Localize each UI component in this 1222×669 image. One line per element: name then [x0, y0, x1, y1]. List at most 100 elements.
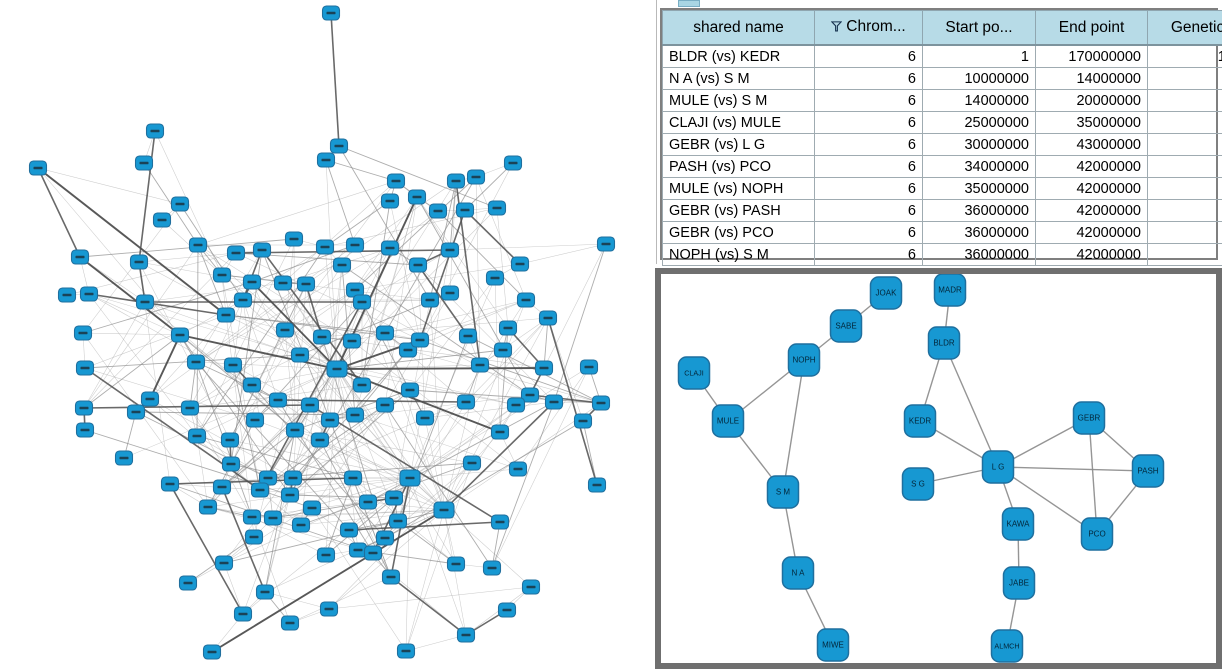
network-node-pash[interactable]: PASH — [1131, 454, 1165, 488]
column-header-end-point[interactable]: End point — [1035, 10, 1148, 46]
network-node[interactable] — [226, 245, 246, 261]
network-node[interactable] — [490, 424, 510, 440]
network-node-sabe[interactable]: SABE — [829, 309, 863, 343]
network-node[interactable] — [114, 450, 134, 466]
network-node[interactable] — [386, 173, 406, 189]
network-node[interactable] — [320, 412, 340, 428]
table-row[interactable]: BLDR (vs) KEDR61170000000192.0 — [662, 44, 1222, 68]
network-node-mule[interactable]: MULE — [711, 404, 745, 438]
network-node[interactable] — [57, 287, 77, 303]
network-node[interactable] — [400, 382, 420, 398]
network-node[interactable] — [339, 522, 359, 538]
network-node[interactable] — [510, 256, 530, 272]
network-node[interactable] — [275, 322, 295, 338]
network-node[interactable] — [316, 152, 336, 168]
network-node[interactable] — [456, 394, 476, 410]
network-node[interactable] — [242, 377, 262, 393]
network-node[interactable] — [470, 357, 490, 373]
network-node[interactable] — [587, 477, 607, 493]
network-node[interactable] — [520, 387, 540, 403]
large-network-canvas[interactable] — [0, 0, 655, 669]
network-node[interactable] — [332, 257, 352, 273]
table-row[interactable]: MULE (vs) S M614000000200000007.5 — [662, 89, 1222, 112]
network-node[interactable] — [396, 643, 416, 659]
network-node[interactable] — [446, 556, 466, 572]
column-header-shared-name[interactable]: shared name — [662, 10, 815, 46]
network-node[interactable] — [498, 320, 518, 336]
network-node[interactable] — [375, 325, 395, 341]
network-node[interactable] — [180, 400, 200, 416]
network-node[interactable] — [233, 606, 253, 622]
network-node[interactable] — [242, 509, 262, 525]
network-node[interactable] — [490, 514, 510, 530]
network-node[interactable] — [462, 455, 482, 471]
network-node-miwe[interactable]: MIWE — [816, 628, 850, 662]
network-node[interactable] — [312, 329, 332, 345]
network-node[interactable] — [487, 200, 507, 216]
table-row[interactable]: CLAJI (vs) MULE625000000350000005.9 — [662, 111, 1222, 134]
network-node[interactable] — [399, 469, 421, 487]
network-node[interactable] — [388, 513, 408, 529]
network-node[interactable] — [268, 392, 288, 408]
network-node[interactable] — [456, 627, 476, 643]
network-node[interactable] — [380, 240, 400, 256]
network-node[interactable] — [75, 422, 95, 438]
network-node[interactable] — [538, 310, 558, 326]
network-node[interactable] — [493, 342, 513, 358]
network-node[interactable] — [319, 601, 339, 617]
network-node-l-g[interactable]: L G — [981, 450, 1015, 484]
table-row[interactable]: NOPH (vs) S M636000000420000009.9 — [662, 243, 1222, 266]
network-node[interactable] — [263, 510, 283, 526]
table-row[interactable]: GEBR (vs) PCO636000000420000008.4 — [662, 221, 1222, 244]
network-node-gebr[interactable]: GEBR — [1072, 401, 1106, 435]
network-node[interactable] — [255, 584, 275, 600]
table-row[interactable]: MULE (vs) NOPH6350000004200000010.5 — [662, 177, 1222, 200]
network-node[interactable] — [233, 292, 253, 308]
network-node[interactable] — [534, 360, 554, 376]
table-row[interactable]: N A (vs) S M610000000140000006.6 — [662, 67, 1222, 90]
network-node[interactable] — [508, 461, 528, 477]
network-node[interactable] — [28, 160, 48, 176]
network-node-kawa[interactable]: KAWA — [1001, 507, 1035, 541]
network-node[interactable] — [497, 602, 517, 618]
network-node[interactable] — [398, 342, 418, 358]
network-node[interactable] — [285, 422, 305, 438]
network-node[interactable] — [178, 575, 198, 591]
network-node[interactable] — [466, 169, 486, 185]
network-node[interactable] — [329, 138, 349, 154]
table-row[interactable]: GEBR (vs) PASH636000000420000008.9 — [662, 199, 1222, 222]
network-node[interactable] — [252, 242, 272, 258]
network-node[interactable] — [428, 203, 448, 219]
network-node[interactable] — [345, 407, 365, 423]
network-node[interactable] — [380, 193, 400, 209]
filter-funnel-icon[interactable] — [831, 21, 843, 32]
network-node[interactable] — [283, 470, 303, 486]
network-node[interactable] — [160, 476, 180, 492]
network-node[interactable] — [415, 410, 435, 426]
network-node[interactable] — [440, 242, 460, 258]
panel-splitter[interactable] — [656, 0, 657, 264]
network-node[interactable] — [408, 257, 428, 273]
network-node[interactable] — [280, 615, 300, 631]
network-node[interactable] — [290, 347, 310, 363]
table-tab-fragment[interactable] — [678, 0, 700, 7]
network-node[interactable] — [410, 332, 430, 348]
network-node[interactable] — [342, 333, 362, 349]
network-node[interactable] — [420, 292, 440, 308]
small-network-canvas[interactable]: JOAK MADR SABE BLDR NOPH CLAJI MULE KEDR GEBR L G… — [661, 274, 1216, 663]
network-node[interactable] — [485, 270, 505, 286]
network-node[interactable] — [242, 274, 262, 290]
network-node[interactable] — [188, 237, 208, 253]
network-node[interactable] — [145, 123, 165, 139]
network-node[interactable] — [214, 555, 234, 571]
network-node[interactable] — [384, 490, 404, 506]
network-node[interactable] — [280, 487, 300, 503]
network-node[interactable] — [440, 285, 460, 301]
network-node[interactable] — [596, 236, 616, 252]
network-node[interactable] — [170, 327, 190, 343]
network-node[interactable] — [381, 569, 401, 585]
network-node[interactable] — [296, 276, 316, 292]
network-node[interactable] — [79, 286, 99, 302]
network-node[interactable] — [291, 517, 311, 533]
network-node[interactable] — [220, 432, 240, 448]
